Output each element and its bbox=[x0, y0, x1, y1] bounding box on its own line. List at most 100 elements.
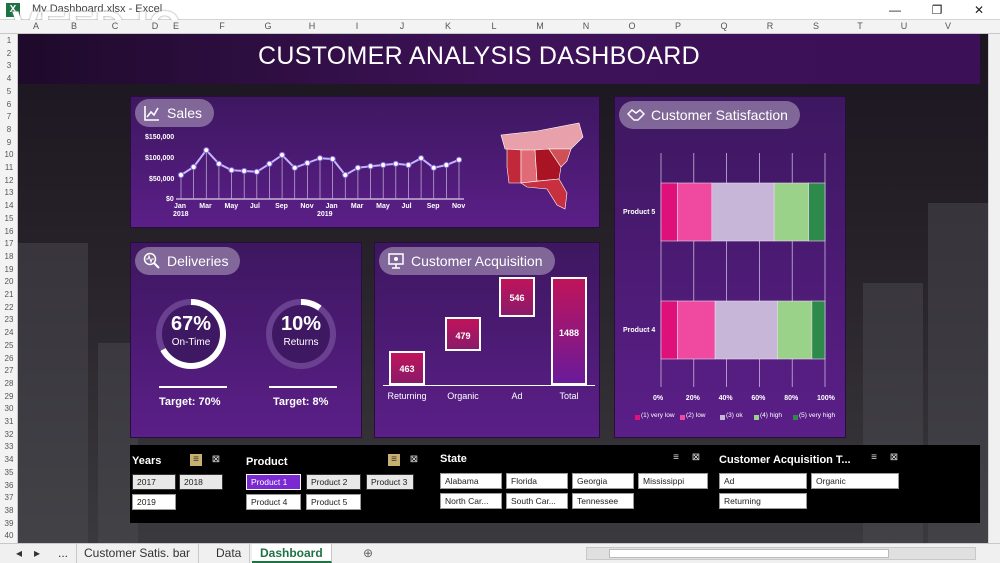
row-header[interactable]: 1 bbox=[6, 36, 12, 45]
column-header[interactable]: A bbox=[32, 21, 39, 31]
column-header[interactable]: V bbox=[944, 21, 951, 31]
row-header[interactable]: 33 bbox=[4, 442, 14, 452]
row-header[interactable]: 10 bbox=[4, 150, 14, 160]
clear-filter-icon[interactable]: ⊠ bbox=[409, 454, 419, 465]
row-header[interactable]: 27 bbox=[4, 366, 14, 376]
multi-select-icon[interactable]: ≡ bbox=[388, 454, 400, 466]
row-header[interactable]: 28 bbox=[4, 378, 14, 388]
tab-more[interactable]: ... bbox=[50, 544, 78, 563]
column-header[interactable]: E bbox=[172, 21, 179, 31]
row-header[interactable]: 32 bbox=[4, 429, 14, 439]
prev-sheet-icon[interactable]: ◂ bbox=[15, 546, 23, 560]
multi-select-icon[interactable]: ≡ bbox=[673, 452, 679, 463]
row-header[interactable]: 9 bbox=[6, 137, 12, 147]
column-header[interactable]: J bbox=[399, 21, 405, 31]
row-header[interactable]: 39 bbox=[4, 518, 14, 528]
slicer-item-2017[interactable]: 2017 bbox=[132, 474, 176, 490]
row-header[interactable]: 12 bbox=[4, 175, 14, 185]
row-header[interactable]: 21 bbox=[4, 290, 14, 299]
row-header[interactable]: 2 bbox=[6, 48, 12, 58]
column-header[interactable]: S bbox=[812, 21, 819, 31]
row-header[interactable]: 25 bbox=[4, 340, 14, 350]
column-header[interactable]: C bbox=[111, 21, 119, 31]
row-header[interactable]: 6 bbox=[6, 99, 12, 109]
restore-button[interactable]: ❐ bbox=[931, 3, 943, 17]
row-header[interactable]: 23 bbox=[4, 315, 14, 325]
tab-data[interactable]: Data bbox=[208, 544, 251, 563]
slicer-item-2018[interactable]: 2018 bbox=[179, 474, 223, 490]
row-header[interactable]: 36 bbox=[4, 480, 14, 490]
slicer-item-2019[interactable]: 2019 bbox=[132, 494, 176, 510]
sales-panel[interactable]: Sales $150,000 $100,000 $50,000 $0 Jan Ma… bbox=[130, 96, 600, 228]
row-header[interactable]: 18 bbox=[4, 251, 14, 261]
row-header[interactable]: 4 bbox=[6, 74, 12, 84]
column-header[interactable]: K bbox=[444, 21, 451, 31]
slicer-item-georgia[interactable]: Georgia bbox=[572, 473, 634, 489]
tab-customer-satis-bar[interactable]: Customer Satis. bar bbox=[76, 544, 200, 563]
slicer-item-florida[interactable]: Florida bbox=[506, 473, 568, 489]
column-header[interactable]: T bbox=[857, 21, 863, 31]
slicer-item-alabama[interactable]: Alabama bbox=[440, 473, 502, 489]
row-header[interactable]: 40 bbox=[4, 531, 14, 541]
row-header[interactable]: 11 bbox=[4, 163, 14, 172]
add-sheet-icon[interactable]: ⊕ bbox=[363, 546, 374, 560]
row-header[interactable]: 20 bbox=[4, 277, 14, 287]
column-header[interactable]: R bbox=[766, 21, 774, 31]
slicer-item-south-carolina[interactable]: South Car... bbox=[506, 493, 568, 509]
row-header[interactable]: 37 bbox=[4, 493, 14, 503]
scroll-thumb[interactable] bbox=[609, 549, 889, 558]
row-header[interactable]: 22 bbox=[4, 302, 14, 312]
column-header[interactable]: M bbox=[536, 21, 544, 31]
slicer-item-product-2[interactable]: Product 2 bbox=[306, 474, 361, 490]
slicer-item-product-4[interactable]: Product 4 bbox=[246, 494, 301, 510]
row-header[interactable]: 5 bbox=[6, 86, 12, 96]
row-header[interactable]: 16 bbox=[4, 226, 14, 236]
row-header[interactable]: 30 bbox=[4, 404, 14, 414]
row-header[interactable]: 38 bbox=[4, 505, 14, 515]
column-header[interactable]: L bbox=[491, 21, 497, 31]
clear-filter-icon[interactable]: ⊠ bbox=[211, 454, 221, 465]
slicer-item-north-carolina[interactable]: North Car... bbox=[440, 493, 502, 509]
column-header[interactable]: O bbox=[628, 21, 636, 31]
slicer-item-product-1[interactable]: Product 1 bbox=[246, 474, 301, 490]
column-header[interactable]: Q bbox=[720, 21, 728, 31]
row-header[interactable]: 3 bbox=[6, 61, 12, 71]
slicer-item-returning[interactable]: Returning bbox=[719, 493, 807, 509]
horizontal-scrollbar[interactable] bbox=[586, 547, 976, 560]
deliveries-panel[interactable]: Deliveries 67% On-Time 10% Returns Targe… bbox=[130, 242, 362, 438]
clear-filter-icon[interactable]: ⊠ bbox=[691, 452, 701, 463]
column-header[interactable]: U bbox=[900, 21, 908, 31]
row-header[interactable]: 29 bbox=[4, 391, 14, 401]
multi-select-icon[interactable]: ≡ bbox=[190, 454, 202, 466]
column-header[interactable]: N bbox=[582, 21, 590, 31]
row-header[interactable]: 13 bbox=[4, 188, 14, 198]
row-header[interactable]: 19 bbox=[4, 264, 14, 274]
next-sheet-icon[interactable]: ▸ bbox=[33, 546, 41, 560]
close-button[interactable]: ✕ bbox=[973, 3, 985, 17]
vertical-scrollbar[interactable] bbox=[988, 34, 1000, 543]
row-header[interactable]: 8 bbox=[6, 124, 12, 134]
tab-dashboard[interactable]: Dashboard bbox=[252, 544, 332, 563]
column-header[interactable]: D bbox=[151, 21, 159, 31]
row-header[interactable]: 31 bbox=[4, 417, 14, 426]
satisfaction-panel[interactable]: Customer Satisfaction Product 5 Product … bbox=[614, 96, 846, 438]
row-header[interactable]: 35 bbox=[4, 467, 14, 477]
slicer-item-ad[interactable]: Ad bbox=[719, 473, 807, 489]
clear-filter-icon[interactable]: ⊠ bbox=[889, 452, 899, 463]
row-header[interactable]: 34 bbox=[4, 455, 14, 465]
column-header[interactable]: G bbox=[264, 21, 272, 31]
row-header[interactable]: 17 bbox=[4, 239, 14, 249]
slicer-item-organic[interactable]: Organic bbox=[811, 473, 899, 489]
column-header[interactable]: I bbox=[355, 21, 359, 31]
slicer-item-product-3[interactable]: Product 3 bbox=[366, 474, 414, 490]
row-header[interactable]: 26 bbox=[4, 353, 14, 363]
column-header[interactable]: F bbox=[219, 21, 225, 31]
minimize-button[interactable]: — bbox=[889, 3, 901, 17]
row-header[interactable]: 15 bbox=[4, 213, 14, 223]
slicer-item-mississippi[interactable]: Mississippi bbox=[638, 473, 708, 489]
column-header[interactable]: B bbox=[70, 21, 77, 31]
row-header[interactable]: 7 bbox=[6, 112, 12, 122]
column-header[interactable]: P bbox=[674, 21, 681, 31]
row-header[interactable]: 14 bbox=[4, 201, 14, 211]
acquisition-panel[interactable]: Customer Acquisition 463 Returning 479 Orga… bbox=[374, 242, 600, 438]
